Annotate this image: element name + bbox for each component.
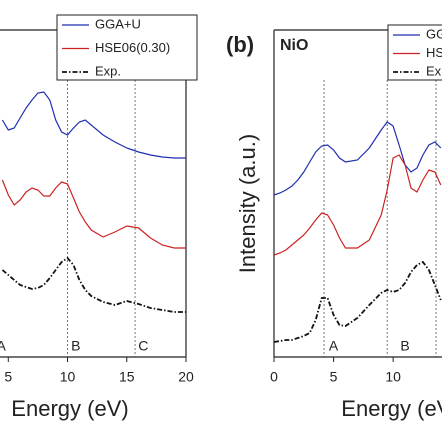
series-line bbox=[273, 154, 442, 256]
x-tick-label: 5 bbox=[4, 369, 12, 385]
legend-label: HSE06(0.30) bbox=[95, 40, 170, 55]
annotation: B bbox=[400, 338, 409, 354]
series-line bbox=[1, 91, 186, 159]
legend-label: GGA+U bbox=[95, 16, 141, 31]
x-axis-label: Energy (eV) bbox=[11, 396, 128, 421]
annotation: A bbox=[0, 338, 7, 354]
series-line bbox=[1, 179, 186, 249]
legend-box bbox=[387, 24, 442, 81]
annotation: A bbox=[329, 338, 339, 354]
legend-label: GGA+U bbox=[426, 26, 442, 41]
legend-label: Exp. bbox=[426, 63, 442, 78]
legend-label: Exp. bbox=[95, 63, 121, 78]
legend-label: HSE06(0.30) bbox=[426, 45, 442, 60]
x-tick-label: 5 bbox=[330, 369, 338, 385]
series-line bbox=[273, 121, 442, 196]
x-tick-label: 0 bbox=[270, 369, 278, 385]
annotation: C bbox=[138, 338, 148, 354]
x-axis-label: Energy (eV) bbox=[341, 396, 442, 421]
series-line bbox=[1, 256, 186, 313]
panel-label: (b) bbox=[226, 32, 254, 57]
series-line bbox=[273, 260, 442, 343]
y-axis-label: Intensity (a.u.) bbox=[235, 134, 260, 273]
annotation: B bbox=[71, 338, 80, 354]
x-tick-label: 10 bbox=[385, 369, 401, 385]
x-tick-label: 15 bbox=[119, 369, 135, 385]
panel-title: NiO bbox=[280, 37, 308, 54]
x-tick-label: 10 bbox=[60, 369, 76, 385]
x-tick-label: 20 bbox=[178, 369, 194, 385]
legend-box bbox=[56, 14, 198, 81]
